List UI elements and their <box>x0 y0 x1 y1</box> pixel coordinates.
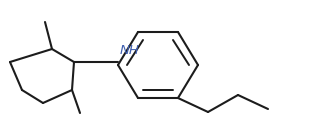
Text: NH: NH <box>120 43 140 56</box>
